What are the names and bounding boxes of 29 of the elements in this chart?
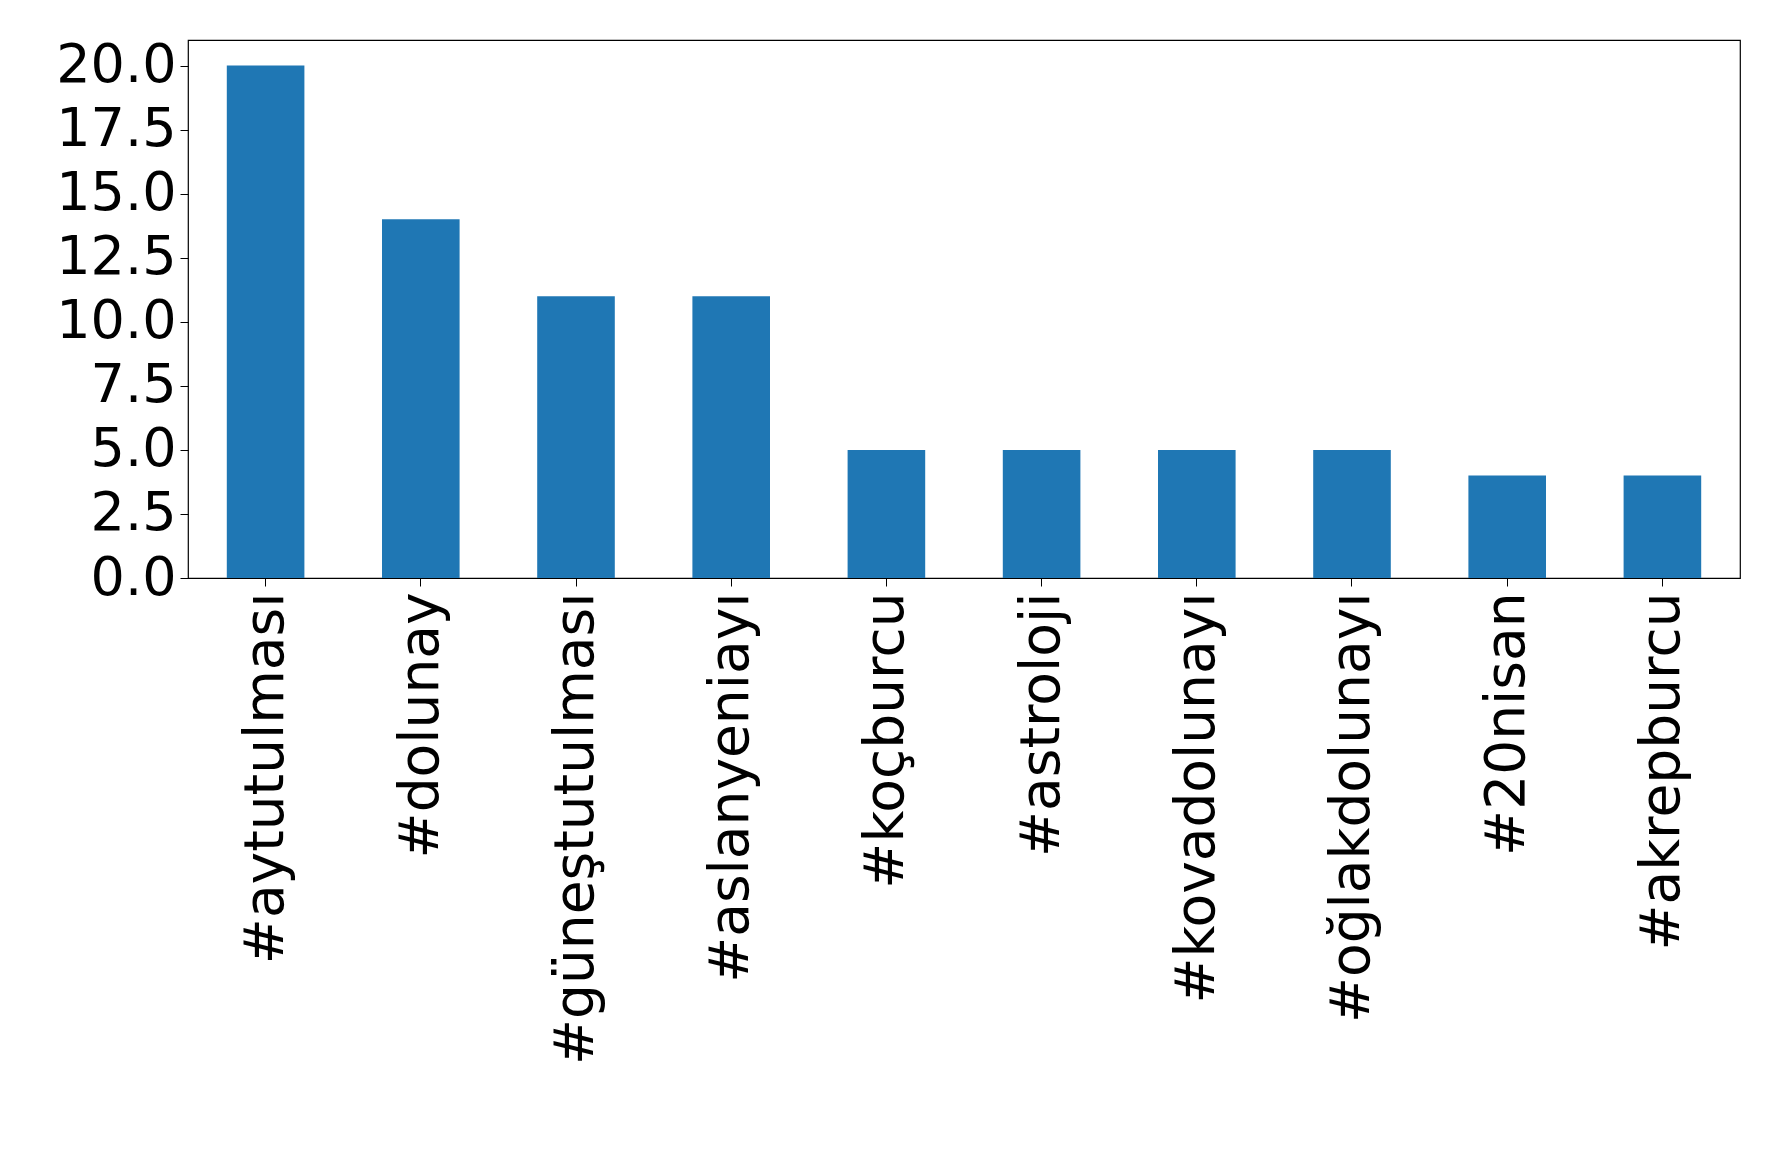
x-tick-label: #kovadolunayı [1162,592,1227,1004]
bar [847,449,926,578]
x-tick-label: #aytutulması [231,592,296,965]
y-tick-label: 0.0 [90,544,177,608]
y-tick-label: 15.0 [56,160,177,224]
y-tick-label: 2.5 [90,480,177,544]
bar [1158,449,1236,578]
bar [1002,449,1081,578]
bar [226,65,305,578]
x-tick-label: #koçburcu [852,592,917,889]
y-tick-label: 10.0 [56,288,177,352]
x-tick-label: #aslanyeniayı [697,592,762,983]
bar [382,219,460,578]
y-tick-label: 17.5 [56,96,177,160]
bar [1468,475,1546,578]
bar [692,296,770,578]
bar [1623,475,1702,578]
x-tick-label: #güneştutulması [542,592,606,1066]
bar [1313,449,1391,578]
y-tick-label: 7.5 [90,352,177,416]
x-tick-label: #dolunay [386,592,451,859]
x-tick-label: #20nisan [1473,592,1538,856]
x-tick-label: #akrepburcu [1628,592,1693,951]
y-tick-label: 20.0 [56,32,177,96]
x-tick-label: #astroloji [1007,592,1072,858]
bar [537,296,615,578]
y-tick-label: 5.0 [90,416,177,480]
y-tick-label: 12.5 [56,224,177,288]
x-tick-label: #oğlakdolunayı [1318,592,1382,1024]
